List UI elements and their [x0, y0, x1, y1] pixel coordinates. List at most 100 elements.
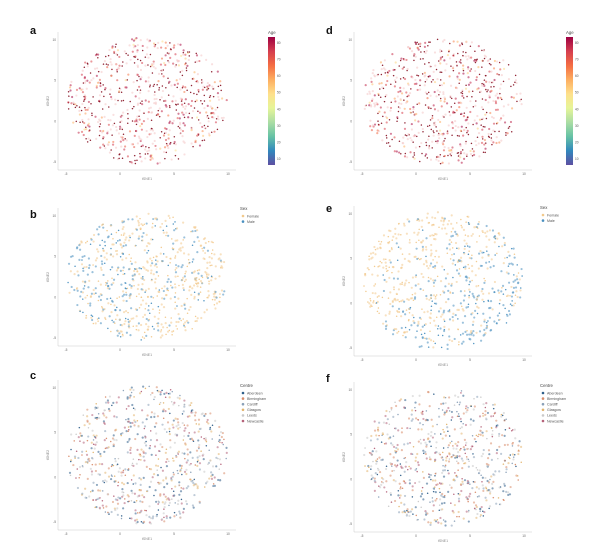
scatter-point: [142, 455, 145, 458]
scatter-point: [368, 452, 371, 454]
scatter-point: [196, 487, 199, 490]
scatter-point: [145, 233, 148, 236]
scatter-point: [423, 75, 426, 78]
scatter-point: [124, 282, 126, 284]
scatter-point: [491, 81, 493, 84]
scatter-point: [195, 483, 198, 486]
scatter-point: [193, 493, 196, 497]
scatter-point: [439, 50, 442, 53]
colorbar-tick-label: 10: [575, 157, 579, 161]
scatter-point: [444, 464, 447, 467]
scatter-point: [192, 145, 194, 148]
scatter-point: [406, 67, 409, 71]
scatter-point: [128, 239, 131, 242]
scatter-point: [497, 232, 500, 235]
scatter-point: [475, 466, 478, 469]
scatter-point: [481, 452, 485, 455]
scatter-point: [168, 427, 171, 430]
scatter-point: [118, 296, 121, 298]
scatter-point: [461, 477, 463, 480]
panel-letter: c: [30, 370, 36, 382]
scatter-point: [432, 104, 435, 107]
scatter-point: [394, 100, 397, 103]
scatter-point: [158, 289, 161, 291]
scatter-point: [122, 266, 125, 269]
scatter-point: [452, 304, 455, 307]
scatter-point: [376, 458, 379, 460]
scatter-point: [192, 226, 196, 229]
scatter-point: [144, 308, 147, 310]
scatter-point: [77, 436, 80, 439]
scatter-point: [104, 447, 107, 450]
scatter-point: [477, 495, 481, 498]
scatter-point: [513, 453, 516, 456]
scatter-point: [91, 429, 94, 432]
scatter-point: [380, 82, 383, 85]
scatter-point: [456, 247, 458, 249]
scatter-point: [465, 279, 468, 282]
scatter-point: [376, 460, 378, 463]
scatter-point: [403, 406, 406, 409]
scatter-point: [191, 230, 194, 233]
scatter-point: [159, 443, 162, 446]
scatter-point: [182, 318, 184, 320]
scatter-point: [398, 107, 402, 110]
scatter-point: [382, 266, 385, 269]
scatter-point: [442, 92, 445, 96]
scatter-point: [454, 124, 457, 128]
scatter-point: [486, 230, 489, 233]
scatter-point: [211, 298, 214, 301]
scatter-point: [481, 431, 484, 434]
scatter-point: [149, 522, 153, 525]
scatter-point: [460, 102, 463, 105]
scatter-point: [400, 431, 404, 434]
scatter-point: [219, 441, 221, 443]
scatter-point: [452, 69, 455, 72]
scatter-point: [98, 94, 102, 97]
scatter-point: [467, 406, 469, 409]
scatter-point: [399, 59, 402, 62]
scatter-point: [160, 57, 164, 60]
scatter-point: [514, 74, 517, 77]
scatter-point: [466, 479, 469, 483]
scatter-point: [383, 111, 386, 114]
scatter-point: [465, 306, 468, 309]
scatter-point: [397, 288, 401, 291]
legend-swatch: [541, 219, 545, 222]
scatter-point: [454, 241, 458, 245]
scatter-point: [156, 474, 160, 477]
scatter-point: [509, 457, 511, 460]
scatter-point: [192, 481, 195, 485]
scatter-point: [161, 297, 164, 300]
scatter-point: [197, 292, 200, 295]
scatter-point: [417, 48, 420, 51]
scatter-point: [434, 491, 437, 494]
scatter-point: [208, 84, 211, 87]
scatter-point: [163, 146, 167, 149]
scatter-point: [131, 107, 134, 110]
scatter-point: [499, 92, 501, 95]
scatter-point: [164, 316, 167, 319]
scatter-point: [395, 446, 398, 450]
scatter-point: [432, 279, 435, 282]
scatter-point: [116, 297, 118, 300]
scatter-point: [142, 476, 145, 480]
scatter-point: [481, 118, 483, 121]
scatter-point: [394, 427, 397, 430]
scatter-point: [410, 122, 413, 126]
scatter-point: [176, 86, 178, 89]
scatter-point: [410, 88, 412, 90]
scatter-point: [142, 316, 144, 318]
scatter-point: [131, 232, 134, 235]
scatter-point: [389, 474, 392, 477]
scatter-point: [414, 406, 416, 409]
scatter-point: [444, 301, 448, 304]
scatter-point: [185, 487, 188, 490]
scatter-point: [95, 257, 99, 260]
scatter-point: [462, 157, 466, 160]
scatter-point: [150, 279, 153, 282]
scatter-point: [187, 262, 191, 265]
scatter-point: [194, 315, 197, 318]
scatter-point: [437, 159, 440, 162]
scatter-point: [481, 484, 484, 487]
